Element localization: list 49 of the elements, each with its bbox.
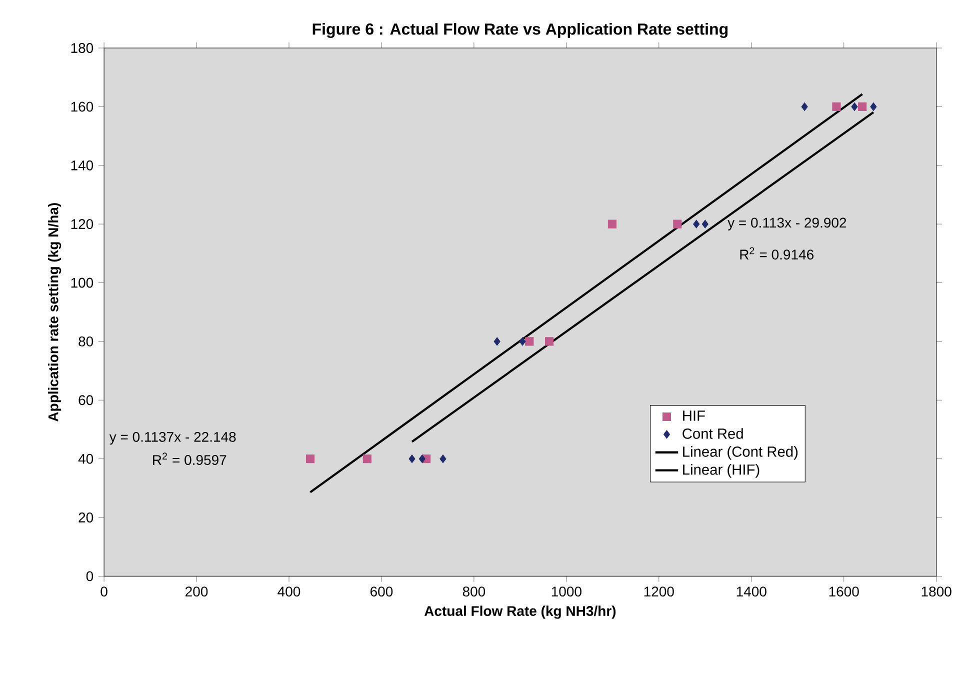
point <box>608 220 616 229</box>
point <box>545 337 554 346</box>
y-tick-label: 40 <box>78 454 94 464</box>
y-tick-label: 120 <box>71 219 94 230</box>
x-tick-label: 800 <box>462 586 486 597</box>
x-tick-label: 0 <box>100 586 108 597</box>
point <box>673 220 682 229</box>
annotation: R$^{2}$ = 0.9597 <box>153 452 226 466</box>
chart-title: Figure 6 : Actual Flow Rate vs Application Rate setting <box>312 23 728 38</box>
legend-label: Cont Red <box>682 428 743 440</box>
x-tick-label: 400 <box>278 586 300 597</box>
y-tick-label: 0 <box>86 571 94 582</box>
point <box>525 337 534 346</box>
legend-label: Linear (HIF) <box>683 464 760 478</box>
x-tick-label: 1600 <box>829 586 859 597</box>
legend-label: Linear (Cont Red) <box>683 446 798 460</box>
x-tick-label: 1000 <box>552 586 582 597</box>
point <box>801 102 808 112</box>
annotation: y = 0.113x - 29.902 <box>728 218 846 231</box>
point <box>306 454 315 464</box>
annotation: y = 0.1137x - 22.148 <box>109 432 236 445</box>
point <box>702 220 708 229</box>
point <box>440 454 446 464</box>
point <box>858 102 867 112</box>
x-tick-label: 1800 <box>922 586 952 597</box>
y-tick-label: 100 <box>71 278 94 288</box>
point <box>408 454 416 464</box>
y-axis-title: Application rate setting (kg N/ha) <box>48 203 62 422</box>
x-tick-label: 1400 <box>736 586 766 597</box>
y-tick-label: 180 <box>71 43 94 54</box>
annotation: R$^{2}$ = 0.9146 <box>740 247 814 260</box>
point <box>870 102 877 112</box>
point <box>362 454 372 464</box>
y-tick-label: 80 <box>78 336 94 347</box>
x-tick-label: 200 <box>186 586 208 597</box>
point <box>693 220 700 229</box>
y-tick-label: 20 <box>78 512 94 523</box>
y-tick-label: 140 <box>71 160 94 171</box>
point <box>418 454 426 464</box>
point <box>851 102 858 112</box>
point <box>519 337 526 346</box>
y-tick-label: 160 <box>71 102 94 112</box>
point <box>832 102 841 112</box>
legend-label: HIF <box>683 410 705 421</box>
point <box>494 337 500 346</box>
x-tick-label: 1200 <box>644 586 674 597</box>
y-tick-label: 60 <box>78 395 94 406</box>
x-tick-label: 600 <box>370 586 393 597</box>
x-axis-title: Actual Flow Rate (kg NH3/hr) <box>424 606 616 620</box>
